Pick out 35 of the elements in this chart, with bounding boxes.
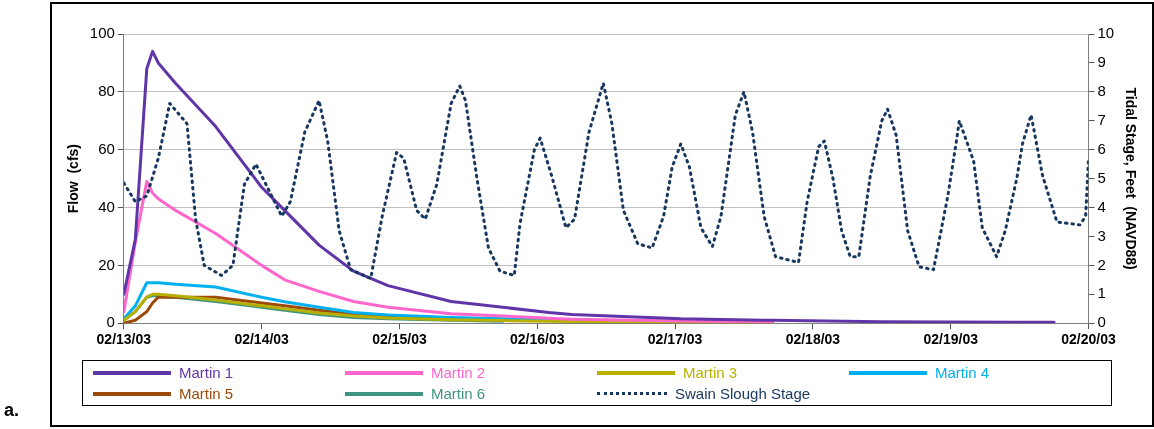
y-tick-label: 0: [106, 313, 115, 331]
x-tick-label: 02/20/03: [1061, 331, 1116, 348]
x-tick-label: 02/19/03: [923, 331, 979, 348]
text: Martin 1: [179, 364, 234, 381]
y2-tick-label: 7: [1097, 110, 1106, 128]
y2-tick-label: 5: [1097, 168, 1106, 186]
x-tick-label: 02/14/03: [234, 331, 290, 348]
x-tick-label: 02/16/03: [510, 331, 565, 348]
y-tick-label: 40: [98, 197, 115, 215]
legend-label: Swain Slough Stage: [675, 385, 811, 402]
y2-axis-title: Tidal Stage, Feet (NAVD88): [1122, 87, 1139, 270]
y-tick-label: 20: [98, 255, 115, 273]
text: Martin 2: [431, 364, 486, 381]
text: Martin 6: [431, 385, 486, 402]
y-tick-label: 100: [89, 24, 115, 42]
text: Martin 3: [683, 364, 738, 381]
text: Martin 5: [179, 385, 234, 402]
y2-tick-label: 6: [1097, 139, 1106, 157]
text: Martin 4: [935, 364, 990, 381]
y2-tick-label: 10: [1097, 24, 1115, 42]
x-tick-label: 02/15/03: [372, 331, 427, 348]
y2-tick-label: 2: [1097, 255, 1106, 273]
y2-tick-label: 3: [1097, 226, 1106, 244]
y2-tick-label: 9: [1097, 53, 1106, 71]
y2-tick-label: 8: [1097, 81, 1106, 99]
text: a.: [4, 400, 20, 421]
y-axis-title: Flow (cfs): [65, 143, 82, 214]
y2-tick-label: 0: [1097, 313, 1106, 331]
x-tick-label: 02/17/03: [647, 331, 703, 348]
y2-tick-label: 4: [1097, 197, 1106, 215]
y2-tick-label: 1: [1097, 284, 1106, 302]
y-tick-label: 60: [98, 139, 115, 157]
y-tick-label: 80: [98, 81, 115, 99]
x-tick-label: 02/18/03: [785, 331, 841, 348]
x-tick-label: 02/13/03: [96, 331, 152, 348]
